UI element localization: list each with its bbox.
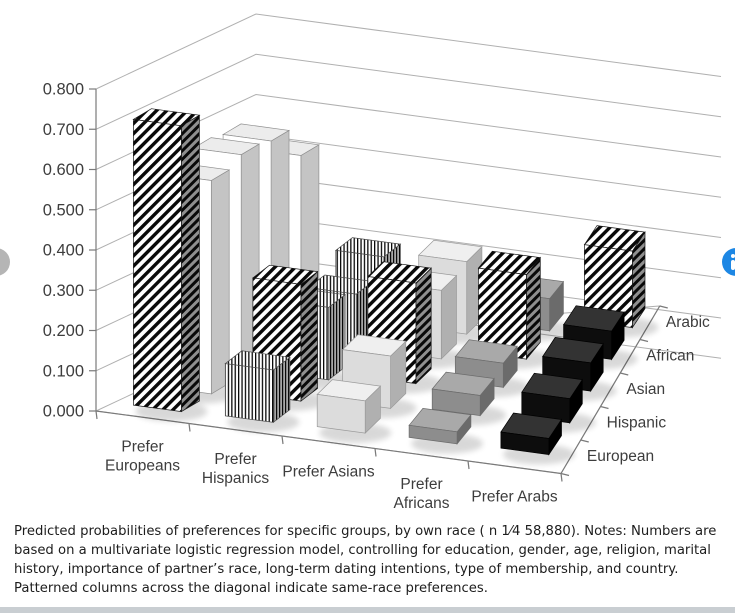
category-label: Prefer Africans [394, 476, 450, 512]
caption-line: across the diagonal indicate same-race p… [141, 581, 488, 596]
bar-european-prefer-europeans [132, 108, 201, 413]
preference-3d-chart: 0.000 0.100 0.200 0.300 0.400 0.500 0.600 0.700… [43, 13, 722, 512]
bottom-scroll-strip [0, 607, 735, 613]
bar-european-prefer-hispanics [224, 350, 291, 424]
info-icon-stem [731, 260, 735, 270]
figure-caption: Predicted probabilities of preferences f… [14, 522, 726, 598]
caption-line: importance of partner’s race, long-term … [14, 562, 679, 596]
series-label-hispanic: Hispanic [607, 414, 667, 431]
bar-european-prefer-africans [408, 408, 472, 445]
bar-hispanic-prefer-arabs [521, 372, 583, 425]
series-label-european: European [587, 448, 654, 465]
value-tick-label: 0.300 [43, 282, 84, 300]
bar-hispanic-prefer-africans [431, 371, 495, 417]
info-icon [731, 254, 735, 258]
value-tick-label: 0.800 [43, 81, 84, 99]
value-tick-label: 0.600 [43, 161, 84, 179]
series-label-arabic: Arabic [666, 314, 710, 331]
chart-canvas: 0.000 0.100 0.200 0.300 0.400 0.500 0.600 0.700… [43, 13, 722, 512]
category-label: Prefer Asians [282, 463, 374, 480]
carousel-prev-button[interactable] [0, 248, 10, 276]
value-tick-label: 0.100 [43, 362, 84, 380]
caption-line: Predicted probabilities of preferences f… [14, 524, 717, 539]
value-tick-label: 0.000 [43, 403, 84, 421]
bar-european-prefer-arabs [500, 412, 563, 456]
value-tick-label: 0.500 [43, 201, 84, 219]
series-label-asian: Asian [626, 381, 665, 398]
bar-african-prefer-africans [477, 250, 541, 361]
category-label: Prefer Europeans [105, 438, 180, 474]
category-label: Prefer Hispanics [202, 451, 269, 487]
axis-labels: 0.000 0.100 0.200 0.300 0.400 0.500 0.600 0.700… [43, 81, 710, 512]
bars [132, 108, 646, 456]
carousel-next-button[interactable] [722, 248, 735, 276]
caption-line: based on a multivariate logistic regress… [14, 543, 711, 577]
series-label-african: African [646, 347, 694, 364]
bar-arabic-prefer-arabs [583, 225, 646, 329]
bar-european-prefer-asians [316, 379, 382, 434]
value-tick-label: 0.200 [43, 322, 84, 340]
value-tick-label: 0.700 [43, 121, 84, 139]
category-label: Prefer Arabs [471, 488, 557, 505]
value-tick-label: 0.400 [43, 242, 84, 260]
